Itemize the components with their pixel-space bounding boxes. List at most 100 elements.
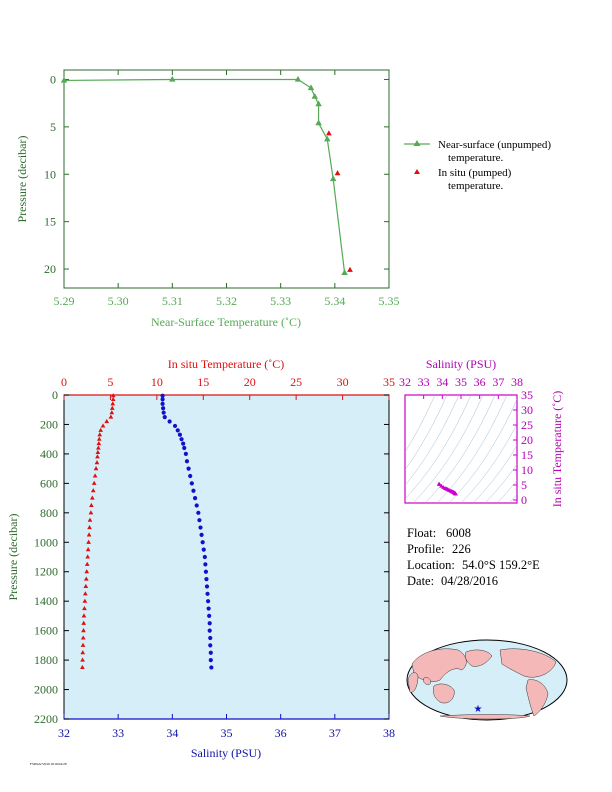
salinity-tick-label: 33 — [112, 726, 124, 740]
temperature-point — [110, 401, 116, 406]
near-surface-point — [329, 175, 337, 182]
temperature-point — [84, 561, 90, 566]
plot1-y-axis-label: Pressure (decibar) — [15, 136, 29, 223]
plot2-salinity-ticks: 32 33 34 35 36 37 38 — [58, 714, 395, 740]
float-info: Float: 6008 Profile: 226 Location: 54.0°… — [407, 526, 540, 588]
map-land — [407, 648, 557, 720]
pressure-tick-label: 2000 — [34, 683, 58, 697]
density-contour — [533, 395, 603, 503]
temperature-tick-label: 30 — [337, 375, 349, 389]
land-antarctica — [439, 714, 531, 720]
ts-y-tick-label: 25 — [521, 418, 533, 432]
plot1-x-tick-label: 5.35 — [379, 294, 400, 308]
plot2-frame — [63, 394, 390, 720]
plot1-y-tick-label: 5 — [50, 120, 56, 134]
legend-green-label-1: Near-surface (unpumped) — [438, 139, 551, 151]
temperature-point — [81, 628, 86, 633]
plot1-y-ticks: 0 5 10 15 20 — [44, 72, 389, 276]
salinity-point — [160, 393, 165, 398]
plot2-temperature-ticks: 0 5 10 15 20 25 30 35 — [61, 375, 395, 400]
near-surface-point — [324, 135, 331, 142]
salinity-tick-label: 35 — [221, 726, 233, 740]
ts-point — [437, 482, 442, 486]
in-situ-point — [334, 170, 341, 176]
plot2-marks — [80, 393, 214, 670]
ts-y-axis-label: In situ Temperature (˚C) — [550, 391, 564, 508]
density-contour — [484, 463, 517, 503]
ts-x-tick-label: 36 — [474, 375, 486, 389]
plot1-x-ticks: 5.29 5.30 5.31 5.32 5.33 5.34 5.35 — [54, 70, 400, 308]
pressure-tick-label: 0 — [52, 388, 58, 402]
salinity-point — [208, 657, 213, 663]
temperature-point — [94, 460, 100, 465]
pressure-tick-label: 1400 — [34, 594, 58, 608]
temperature-tick-label: 5 — [107, 375, 113, 389]
pressure-tick-label: 1600 — [34, 624, 58, 638]
temperature-tick-label: 35 — [383, 375, 395, 389]
plot1-x-tick-label: 5.34 — [324, 294, 345, 308]
density-contour — [508, 494, 517, 503]
plot1-y-tick-label: 10 — [44, 167, 56, 181]
temperature-point — [80, 635, 86, 640]
ts-x-tick-label: 38 — [511, 375, 523, 389]
temperature-tick-label: 20 — [244, 375, 256, 389]
salinity-point — [186, 466, 191, 471]
temperature-point — [95, 449, 101, 454]
plot1-x-axis-label: Near-Surface Temperature (˚C) — [151, 315, 301, 329]
land-north-america — [499, 648, 557, 678]
salinity-point — [208, 650, 213, 655]
plot2-pressure-ticks: 0 200 400 600 800 1000 1200 1400 1600 1800 2000 220… — [34, 388, 389, 726]
in-situ-point — [347, 266, 353, 272]
pressure-tick-label: 1000 — [34, 535, 58, 549]
salinity-point — [201, 547, 206, 552]
plot1-frame — [63, 69, 390, 289]
salinity-point — [181, 441, 186, 446]
salinity-point — [204, 584, 210, 589]
temperature-point — [90, 488, 96, 493]
temperature-point — [109, 410, 115, 415]
temperature-point — [80, 657, 85, 662]
ts-y-tick-label: 20 — [521, 433, 533, 447]
salinity-point — [162, 414, 167, 420]
plot1-y-tick-label: 15 — [44, 215, 56, 229]
density-contour — [496, 480, 517, 503]
salinity-point — [191, 488, 196, 493]
temperature-point — [88, 510, 94, 515]
land-indonesia — [423, 677, 431, 685]
ts-y-tick-label: 10 — [521, 463, 533, 477]
temperature-point — [97, 432, 103, 437]
pressure-tick-label: 1800 — [34, 653, 58, 667]
salinity-point — [197, 518, 202, 523]
salinity-point — [208, 635, 213, 641]
salinity-point — [199, 532, 204, 538]
temperature-point — [80, 664, 85, 670]
temperature-point — [83, 591, 88, 596]
salinity-point — [202, 554, 207, 560]
salinity-point — [200, 540, 205, 545]
salinity-point — [160, 401, 165, 406]
temperature-point — [95, 454, 100, 459]
salinity-point — [161, 406, 166, 411]
legend-red-marker — [414, 169, 420, 174]
ts-x-tick-label: 34 — [436, 375, 448, 389]
plot1-y-tick-label: 0 — [50, 72, 56, 86]
salinity-tick-label: 32 — [58, 726, 70, 740]
profile-label: Profile: — [407, 542, 445, 556]
ts-y-tick-label: 35 — [521, 388, 533, 402]
temperature-point — [84, 569, 90, 574]
ts-density-contours — [405, 395, 603, 503]
temperature-point — [91, 480, 97, 485]
near-surface-point — [307, 84, 315, 91]
salinity-point — [188, 473, 193, 479]
ts-point — [453, 491, 458, 496]
pressure-tick-label: 1200 — [34, 565, 58, 579]
temperature-tick-label: 10 — [151, 375, 163, 389]
ts-x-tick-label: 35 — [455, 375, 467, 389]
land-greenland-arctic — [465, 649, 493, 667]
temperature-point — [104, 418, 110, 424]
pressure-tick-label: 800 — [40, 506, 58, 520]
salinity-point — [205, 599, 211, 604]
legend-red-label-2: temperature. — [448, 180, 504, 192]
